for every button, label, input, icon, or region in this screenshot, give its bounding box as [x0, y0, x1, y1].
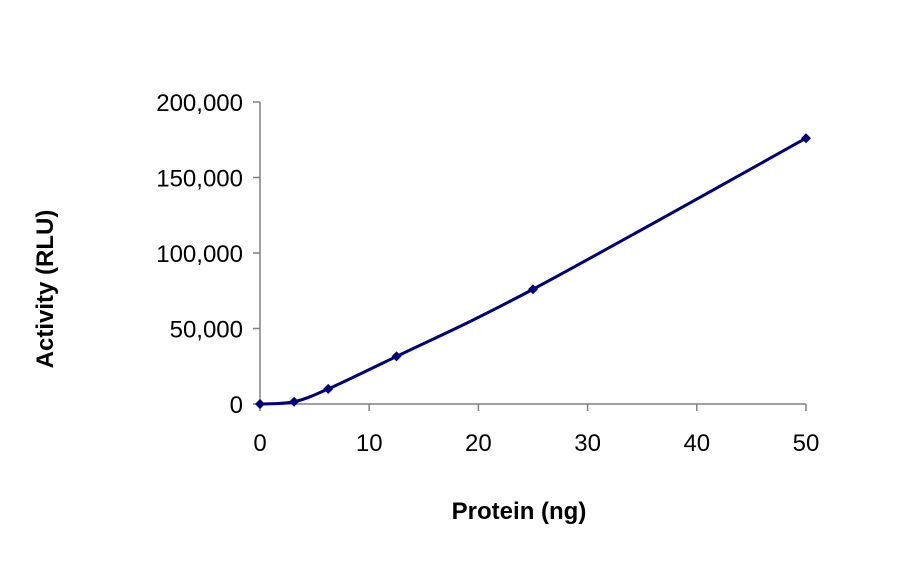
x-axis-label: Protein (ng): [452, 498, 587, 525]
y-tick-label: 150,000: [156, 166, 243, 193]
y-tick-label: 50,000: [170, 317, 243, 344]
data-point-marker: [323, 383, 334, 394]
data-point-marker: [255, 399, 265, 409]
data-point-marker: [289, 396, 300, 407]
x-tick-label: 50: [793, 430, 820, 457]
plot-area: [255, 133, 811, 409]
y-tick-label: 100,000: [156, 241, 243, 268]
axes: [259, 102, 806, 405]
data-point-marker: [801, 133, 811, 144]
y-tick-label: 200,000: [156, 90, 243, 117]
x-tick-label: 40: [683, 430, 710, 457]
series-line: [259, 136, 807, 406]
x-tick-label: 10: [356, 430, 383, 457]
data-point-marker: [391, 351, 402, 362]
y-tick-label: 0: [230, 392, 243, 419]
y-axis-label: Activity (RLU): [32, 210, 59, 369]
ticks: 0 50,000 100,000 150,000 200,000 0 10 20 30 40 50: [156, 90, 819, 457]
data-point-marker: [528, 284, 538, 295]
x-tick-label: 30: [574, 430, 601, 457]
x-tick-label: 0: [253, 430, 266, 457]
x-tick-label: 20: [465, 430, 492, 457]
